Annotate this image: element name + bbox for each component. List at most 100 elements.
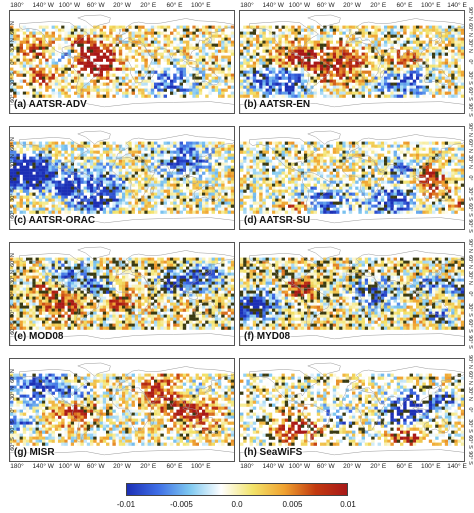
lon-tick-top: 20° E <box>140 2 157 9</box>
lon-tick-top: 60° E <box>166 2 183 9</box>
lat-tick-right: 30° S <box>467 187 473 201</box>
lat-tick-right: 0° <box>467 175 473 181</box>
panel-label: (a) AATSR-ADV <box>14 99 87 110</box>
map-panel: (d) AATSR-SU <box>239 126 465 230</box>
map-panel: (h) SeaWiFS <box>239 358 465 462</box>
trend-field <box>240 25 464 98</box>
trend-field <box>10 141 234 214</box>
lat-tick-right: 60° S <box>467 435 473 449</box>
panel-label: (b) AATSR-EN <box>244 99 311 110</box>
lat-tick-left: 0° <box>10 59 16 65</box>
trend-map <box>10 246 234 345</box>
lat-tick-right: 30° S <box>467 71 473 85</box>
lat-tick-left: 30° S <box>10 420 16 434</box>
lon-tick-bottom: 60° E <box>396 463 413 470</box>
lat-tick-right: 30° N <box>467 155 473 169</box>
lon-tick-top: 100° E <box>190 2 211 9</box>
lat-tick-right: 60° S <box>467 87 473 101</box>
lat-tick-right: 30° N <box>467 39 473 53</box>
lat-tick-right: 0° <box>467 59 473 65</box>
map-panel: (b) AATSR-EN <box>239 10 465 114</box>
colorbar-label-pos-half: 0.005 <box>282 500 303 509</box>
trend-map <box>240 14 464 113</box>
lat-tick-right: 30° S <box>467 303 473 317</box>
trend-field <box>240 257 464 330</box>
trend-field <box>240 373 464 446</box>
lat-tick-right: 60° N <box>467 23 473 37</box>
lat-tick-left: 0° <box>10 291 16 297</box>
lon-tick-bottom: 20° W <box>113 463 131 470</box>
lon-tick-bottom: 20° W <box>343 463 361 470</box>
trend-field <box>10 373 234 446</box>
lat-tick-left: 60° N <box>10 137 16 151</box>
lat-tick-right: 30° N <box>467 271 473 285</box>
trend-map <box>240 246 464 345</box>
coastlines <box>10 14 234 113</box>
lat-tick-right: 30° N <box>467 387 473 401</box>
lat-tick-left: 60° S <box>10 205 16 219</box>
lon-tick-bottom: 100° W <box>58 463 81 470</box>
lon-tick-bottom: 180° <box>10 463 24 470</box>
colorbar-label-min: -0.01 <box>116 500 136 509</box>
lon-tick-top: 60° W <box>86 2 105 9</box>
lat-tick-left: 60° S <box>10 89 16 103</box>
panel-label: (d) AATSR-SU <box>244 215 311 226</box>
lat-tick-left: 30° S <box>10 304 16 318</box>
lat-tick-left: 30° S <box>10 72 16 86</box>
lat-tick-left: 30° N <box>10 386 16 400</box>
lat-tick-right: 90° S <box>467 451 473 465</box>
lat-tick-right: 30° S <box>467 419 473 433</box>
lon-tick-top: 180° <box>240 2 254 9</box>
trend-map <box>240 130 464 229</box>
lon-tick-bottom: 60° E <box>166 463 183 470</box>
trend-field <box>10 257 234 330</box>
lon-tick-bottom: 140° W <box>32 463 54 470</box>
lon-tick-bottom: 60° W <box>86 463 105 470</box>
lon-tick-bottom: 100° E <box>420 463 441 470</box>
lon-tick-top: 20° E <box>370 2 387 9</box>
lon-tick-bottom: 20° E <box>140 463 157 470</box>
colorbar-label-neg-half: -0.005 <box>170 500 193 509</box>
colorbar-label-zero: 0.0 <box>231 500 243 509</box>
lat-tick-right: 0° <box>467 407 473 413</box>
colorbar <box>126 483 348 496</box>
lat-tick-right: 60° S <box>467 203 473 217</box>
lat-tick-right: 60° N <box>467 139 473 153</box>
lat-tick-left: 30° N <box>10 38 16 52</box>
lon-tick-top: 140° W <box>262 2 284 9</box>
lon-tick-bottom: 100° E <box>190 463 211 470</box>
lon-tick-top: 100° W <box>288 2 311 9</box>
lat-tick-right: 60° N <box>467 371 473 385</box>
map-panel: (a) AATSR-ADV <box>9 10 235 114</box>
lat-tick-right: 90° S <box>467 103 473 117</box>
trend-map <box>240 362 464 461</box>
lon-tick-bottom: 140° E <box>447 463 467 470</box>
lat-tick-left: 60° N <box>10 21 16 35</box>
trend-field <box>240 141 464 214</box>
lat-tick-left: 60° S <box>10 321 16 335</box>
lon-tick-top: 20° W <box>343 2 361 9</box>
map-panel: (f) MYD08 <box>239 242 465 346</box>
lon-tick-top: 60° W <box>316 2 335 9</box>
trend-map <box>10 130 234 229</box>
panel-label: (c) AATSR-ORAC <box>14 215 96 226</box>
lon-tick-bottom: 60° W <box>316 463 335 470</box>
coastlines <box>240 14 464 113</box>
lat-tick-right: 60° S <box>467 319 473 333</box>
lat-tick-right: 90° S <box>467 219 473 233</box>
coastlines <box>240 246 464 345</box>
lat-tick-right: 90° N <box>467 7 473 21</box>
lat-tick-left: 30° N <box>10 270 16 284</box>
lon-tick-top: 100° W <box>58 2 81 9</box>
trend-map <box>10 14 234 113</box>
coastlines <box>10 246 234 345</box>
lat-tick-right: 90° S <box>467 335 473 349</box>
lon-tick-bottom: 140° W <box>262 463 284 470</box>
map-panel: (g) MISR <box>9 358 235 462</box>
lat-tick-left: 60° N <box>10 369 16 383</box>
lon-tick-bottom: 180° <box>240 463 254 470</box>
lon-tick-bottom: 100° W <box>288 463 311 470</box>
panel-label: (f) MYD08 <box>244 331 291 342</box>
lat-tick-left: 60° S <box>10 437 16 451</box>
trend-map <box>10 362 234 461</box>
